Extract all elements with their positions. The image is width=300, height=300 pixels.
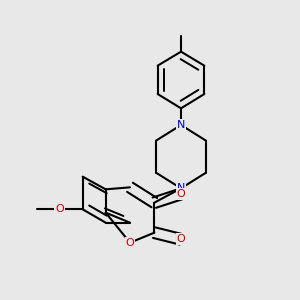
- Text: N: N: [177, 120, 185, 130]
- Text: O: O: [177, 234, 185, 244]
- Text: N: N: [177, 183, 185, 193]
- Text: O: O: [55, 204, 64, 214]
- Text: O: O: [177, 189, 185, 199]
- Text: O: O: [126, 238, 134, 248]
